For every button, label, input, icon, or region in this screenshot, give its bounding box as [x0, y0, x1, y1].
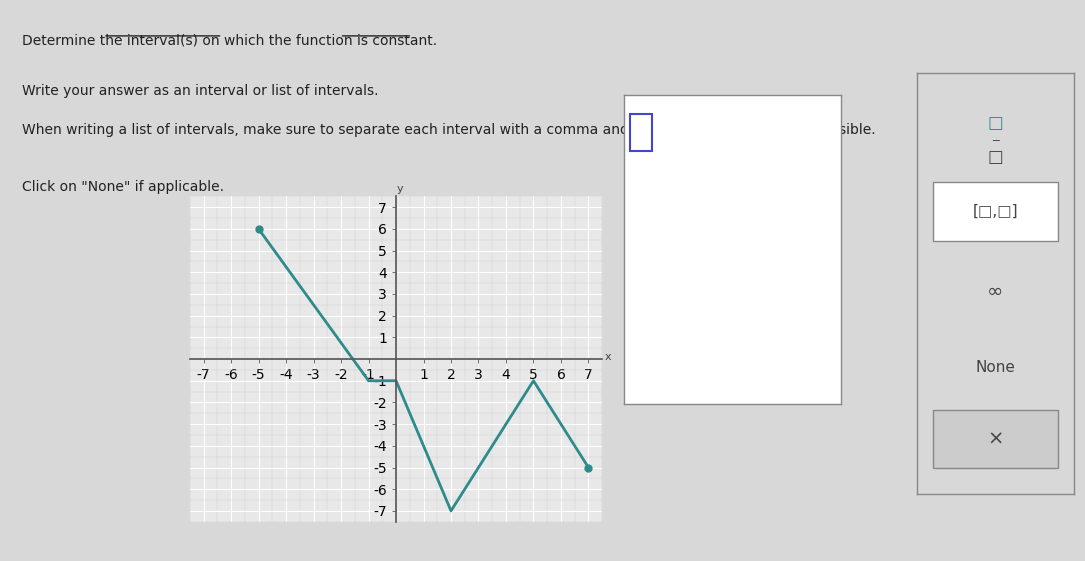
Bar [630, 114, 652, 151]
Text: None: None [975, 360, 1016, 375]
Text: x: x [605, 352, 612, 362]
Text: Click on "None" if applicable.: Click on "None" if applicable. [22, 180, 224, 194]
Text: ×: × [987, 430, 1004, 448]
Text: [□,□]: [□,□] [972, 204, 1019, 219]
Text: ∞: ∞ [987, 282, 1004, 301]
Text: When writing a list of intervals, make sure to separate each interval with a com: When writing a list of intervals, make s… [22, 123, 876, 137]
Text: □: □ [987, 148, 1004, 166]
Text: y: y [397, 184, 404, 194]
Text: Determine the interval(s) on which the function is constant.: Determine the interval(s) on which the f… [22, 34, 437, 48]
Text: ─: ─ [992, 135, 999, 145]
Bar [932, 182, 1059, 241]
Bar [932, 410, 1059, 468]
Text: Write your answer as an interval or list of intervals.: Write your answer as an interval or list… [22, 84, 379, 98]
Text: □: □ [987, 114, 1004, 132]
